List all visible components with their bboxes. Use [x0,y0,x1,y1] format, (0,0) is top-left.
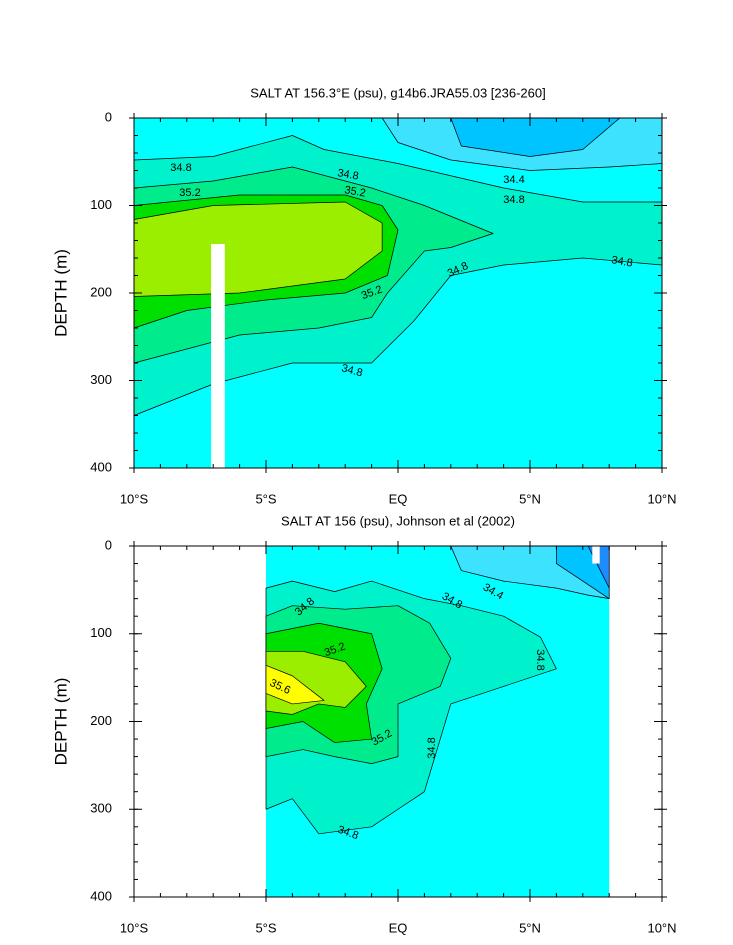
x-tick-label: EQ [389,491,408,506]
contour-label: 35.2 [179,187,200,199]
chart-title: SALT AT 156 (psu), Johnson et al (2002) [281,513,515,528]
y-tick-label: 100 [90,197,112,212]
contour-label: 34.4 [503,174,524,186]
y-tick-label: 300 [90,801,112,816]
contour-fill [265,664,325,705]
contour-label: 34.8 [610,254,633,270]
x-tick-label: 10°S [120,491,149,506]
x-tick-label: EQ [389,920,408,935]
y-axis-label: DEPTH (m) [51,249,70,337]
y-tick-label: 400 [90,459,112,474]
contour-label: 34.8 [426,737,438,758]
contour-label: 34.8 [340,362,364,379]
x-tick-label: 5°N [519,920,541,935]
x-tick-label: 5°S [255,491,276,506]
chart-title: SALT AT 156.3°E (psu), g14b6.JRA55.03 [2… [250,85,545,100]
y-tick-label: 300 [90,372,112,387]
y-axis-label: DEPTH (m) [51,678,70,766]
y-tick-label: 0 [105,537,112,552]
chart-panel: 34.834.434.835.2 34.835.635.2 34.834.810°S… [51,513,676,935]
y-tick-label: 200 [90,284,112,299]
missing-data [592,546,600,564]
missing-data [211,244,225,468]
y-tick-label: 0 [105,109,112,124]
y-tick-label: 200 [90,713,112,728]
y-tick-label: 400 [90,888,112,903]
contour-label: 34.8 [503,194,524,206]
contour-fill [133,201,383,297]
y-tick-label: 100 [90,625,112,640]
contour-label: 34.8 [534,649,546,670]
chart-panel: 34.8 34.8 34.435.2 35.234.835.234.8 34.834.8… [51,85,676,506]
contour-label: 35.2 [343,184,366,200]
x-tick-label: 5°N [519,491,541,506]
x-tick-label: 10°N [647,920,676,935]
x-tick-label: 10°N [647,491,676,506]
contour-label: 34.8 [336,167,359,183]
contour-label: 34.8 [170,162,191,174]
x-tick-label: 10°S [120,920,149,935]
x-tick-label: 5°S [255,920,276,935]
